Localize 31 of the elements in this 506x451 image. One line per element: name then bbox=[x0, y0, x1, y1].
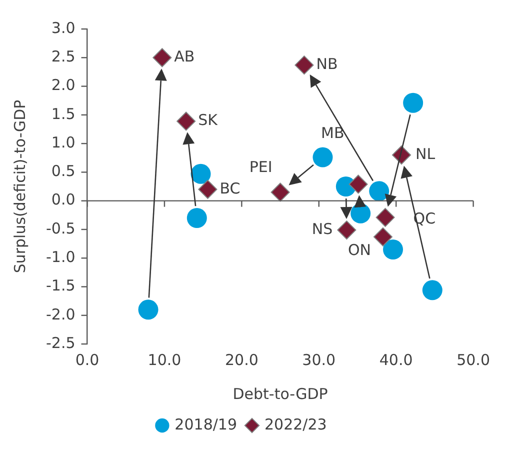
y-tick-label: 0.0 bbox=[51, 190, 76, 209]
x-tick-label: 20.0 bbox=[224, 350, 258, 369]
y-axis-title: Surplus(deficit)-to-GDP bbox=[10, 100, 29, 274]
x-tick-label: 50.0 bbox=[456, 350, 490, 369]
x-tick-label: 0.0 bbox=[75, 350, 100, 369]
y-tick-label: -2.5 bbox=[46, 334, 76, 352]
y-tick-label: -0.5 bbox=[46, 219, 76, 238]
y-tick-label: 2.0 bbox=[51, 76, 76, 94]
x-tick-label: 10.0 bbox=[148, 350, 182, 369]
legend-label: 2018/19 bbox=[174, 415, 238, 434]
annotation: PEI bbox=[249, 158, 272, 176]
y-tick-label: -1.5 bbox=[46, 276, 76, 295]
x-tick-label: 40.0 bbox=[379, 350, 413, 369]
annotation: SK bbox=[198, 111, 219, 130]
y-tick-label: 0.5 bbox=[51, 162, 76, 180]
x-tick-label: 30.0 bbox=[302, 350, 336, 369]
annotation: BC bbox=[220, 179, 240, 198]
annotation: NL bbox=[416, 144, 436, 163]
annotation: NS bbox=[312, 220, 333, 238]
y-tick-label: 1.5 bbox=[51, 104, 76, 123]
annotation: ON bbox=[348, 240, 371, 259]
annotation: AB bbox=[174, 48, 195, 66]
y-tick-label: -1.0 bbox=[46, 248, 76, 266]
x-axis-title: Debt-to-GDP bbox=[232, 384, 328, 403]
legend-label: 2022/23 bbox=[264, 415, 327, 434]
y-tick-label: -2.0 bbox=[46, 305, 76, 324]
y-tick-label: 3.0 bbox=[51, 18, 76, 37]
y-tick-label: 1.0 bbox=[51, 133, 76, 152]
y-tick-label: 2.5 bbox=[51, 48, 76, 66]
annotation: NB bbox=[316, 54, 338, 73]
annotation: MB bbox=[321, 124, 344, 142]
